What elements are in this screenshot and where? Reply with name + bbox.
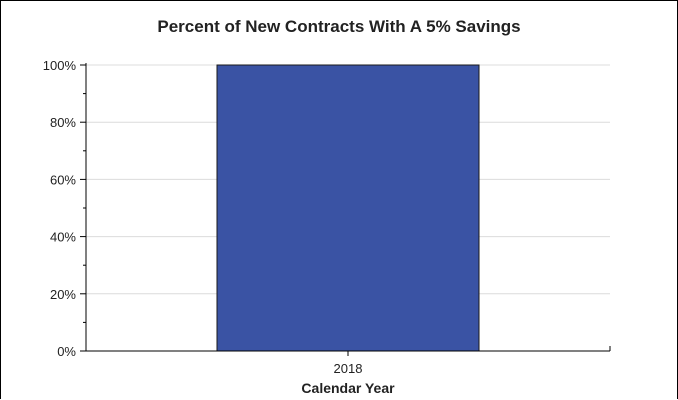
x-tick-label: 2018	[334, 361, 363, 376]
y-tick-label: 60%	[50, 172, 76, 187]
x-axis-label: Calendar Year	[301, 380, 395, 396]
y-tick-label: 80%	[50, 115, 76, 130]
chart-title: Percent of New Contracts With A 5% Savin…	[157, 17, 521, 36]
y-tick-label: 20%	[50, 287, 76, 302]
y-tick-label: 0%	[57, 344, 76, 359]
bar	[216, 64, 480, 352]
y-tick-label: 40%	[50, 230, 76, 245]
y-tick-label: 100%	[43, 58, 77, 73]
